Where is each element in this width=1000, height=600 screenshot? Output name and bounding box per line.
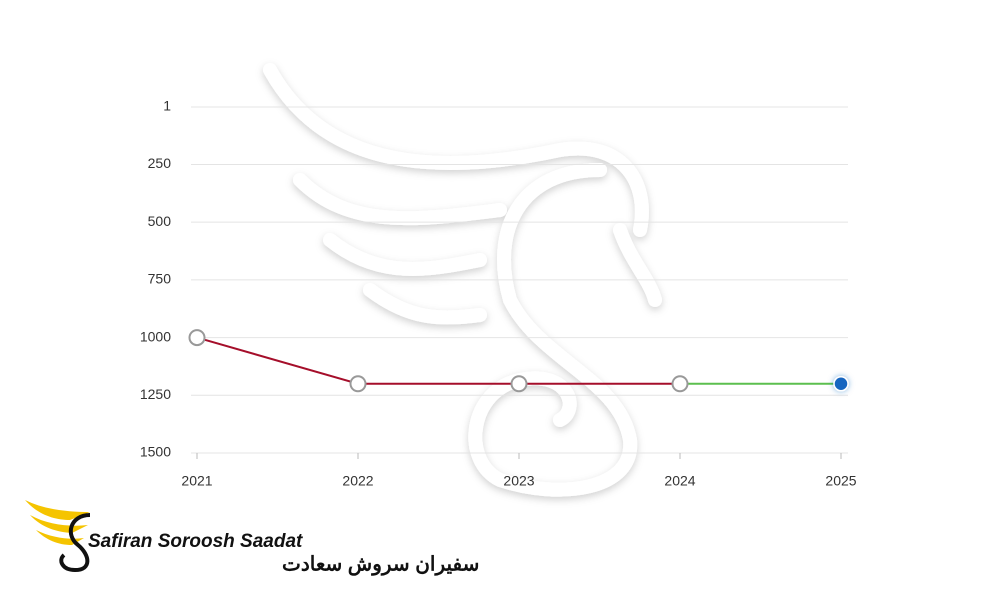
y-tick-label: 1000 <box>140 328 171 344</box>
point <box>349 375 367 393</box>
y-tick-label: 500 <box>148 213 172 229</box>
x-tick-label: 2025 <box>825 473 856 489</box>
y-tick-label: 250 <box>148 155 172 171</box>
point <box>833 376 849 392</box>
y-tick-label: 1500 <box>140 444 171 460</box>
logo-name: Safiran Soroosh Saadat <box>88 531 303 552</box>
watermark <box>263 63 662 497</box>
y-tick-label: 750 <box>148 271 172 287</box>
logo: Safiran Soroosh Saadat سفیران سروش سعادت <box>25 500 479 576</box>
logo-name-fa: سفیران سروش سعادت <box>282 553 479 576</box>
y-tick-label: 1 <box>163 98 171 114</box>
line <box>196 336 680 385</box>
point <box>188 329 206 347</box>
point <box>671 375 689 393</box>
point <box>510 375 528 393</box>
x-tick-label: 2023 <box>503 473 534 489</box>
x-tick-label: 2021 <box>181 473 212 489</box>
y-tick-label: 1250 <box>140 386 171 402</box>
x-tick-label: 2024 <box>664 473 695 489</box>
x-tick-label: 2022 <box>342 473 373 489</box>
